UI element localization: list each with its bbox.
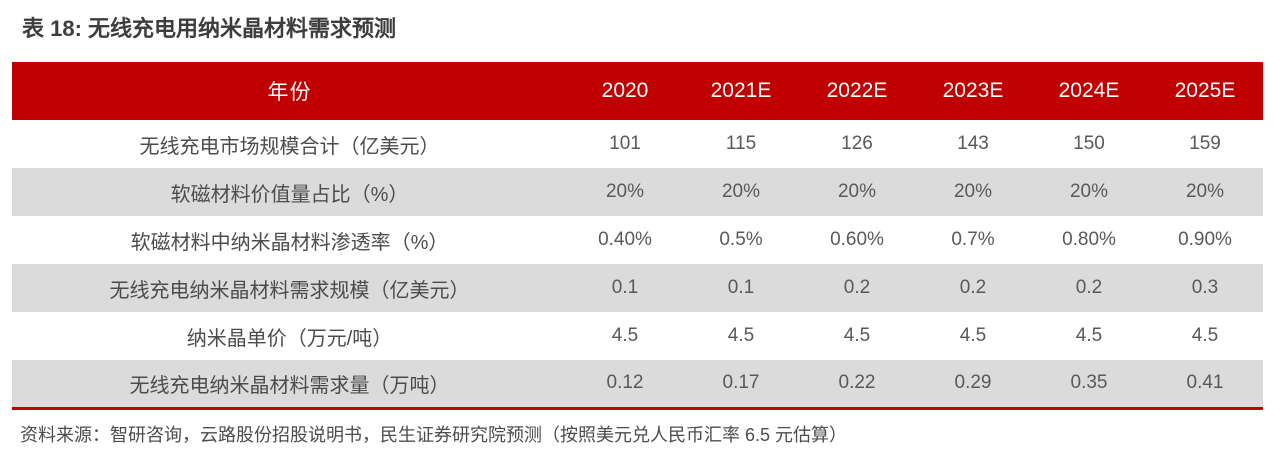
year-header: 2025E (1147, 62, 1263, 120)
value-cell: 0.22 (838, 372, 876, 394)
row-label: 无线充电市场规模合计（亿美元） (139, 135, 440, 158)
row-label: 软磁材料价值量占比（%） (170, 183, 409, 206)
value-cell: 4.5 (959, 325, 987, 346)
demand-forecast-table: 年份 2020 2021E 2022E 2023E 2024E 2025E 无线… (12, 62, 1263, 410)
value-cell: 0.29 (954, 372, 992, 394)
row-label: 无线充电纳米晶材料需求量（万吨） (129, 374, 450, 397)
value-cell: 0.12 (606, 372, 644, 394)
value-cell: 150 (1073, 133, 1105, 154)
value-cell: 20% (1185, 181, 1225, 202)
value-cell: 0.2 (1075, 277, 1103, 298)
value-cell: 0.7% (951, 229, 995, 250)
table-row: 软磁材料价值量占比（%） 20% 20% 20% 20% 20% 20% (12, 168, 1263, 216)
value-cell: 20% (721, 181, 761, 202)
value-cell: 0.2 (959, 277, 987, 298)
value-cell: 4.5 (727, 325, 755, 346)
value-cell: 4.5 (1075, 325, 1103, 346)
row-label: 无线充电纳米晶材料需求规模（亿美元） (109, 279, 470, 302)
table-header-row: 年份 2020 2021E 2022E 2023E 2024E 2025E (12, 62, 1263, 120)
value-cell: 20% (1069, 181, 1109, 202)
value-cell: 143 (957, 133, 989, 154)
value-cell: 115 (725, 133, 757, 154)
report-table-section: 表 18: 无线充电用纳米晶材料需求预测 年份 2020 2021E 2022E… (0, 13, 1274, 464)
value-cell: 159 (1189, 133, 1221, 154)
value-cell: 0.90% (1178, 229, 1232, 250)
table-body: 无线充电市场规模合计（亿美元） 101 115 126 143 150 159 软磁材料价值量… (12, 120, 1263, 408)
value-cell: 20% (605, 181, 645, 202)
table-title: 表 18: 无线充电用纳米晶材料需求预测 (22, 16, 397, 41)
value-cell: 101 (609, 133, 641, 154)
value-cell: 0.5% (719, 229, 763, 250)
value-cell: 4.5 (843, 325, 871, 346)
value-cell: 0.2 (843, 277, 871, 298)
row-label: 纳米晶单价（万元/吨） (186, 327, 393, 350)
value-cell: 0.60% (830, 229, 884, 250)
value-cell: 4.5 (1191, 325, 1219, 346)
value-cell: 0.1 (727, 277, 755, 298)
value-cell: 20% (953, 181, 993, 202)
value-cell: 20% (837, 181, 877, 202)
year-header: 2021E (683, 62, 799, 120)
table-row: 无线充电纳米晶材料需求规模（亿美元） 0.1 0.1 0.2 0.2 0.2 0.3 (12, 264, 1263, 312)
table-row: 无线充电市场规模合计（亿美元） 101 115 126 143 150 159 (12, 120, 1263, 168)
year-header: 2024E (1031, 62, 1147, 120)
value-cell: 0.41 (1186, 372, 1224, 394)
table-row: 软磁材料中纳米晶材料渗透率（%） 0.40% 0.5% 0.60% 0.7% 0.80% 0… (12, 216, 1263, 264)
value-cell: 0.80% (1062, 229, 1116, 250)
value-cell: 0.35 (1070, 372, 1108, 394)
value-cell: 126 (841, 133, 873, 154)
source-note: 资料来源：智研咨询，云路股份招股说明书，民生证券研究院预测（按照美元兑人民币汇率… (20, 424, 848, 445)
table-row: 纳米晶单价（万元/吨） 4.5 4.5 4.5 4.5 4.5 4.5 (12, 312, 1263, 360)
year-header: 2020 (567, 62, 683, 120)
row-label: 软磁材料中纳米晶材料渗透率（%） (130, 231, 449, 254)
year-column-header: 年份 (12, 62, 567, 120)
table-row: 无线充电纳米晶材料需求量（万吨） 0.12 0.17 0.22 0.29 0.35 0.41 (12, 360, 1263, 408)
value-cell: 0.1 (611, 277, 639, 298)
year-header: 2023E (915, 62, 1031, 120)
value-cell: 4.5 (611, 325, 639, 346)
value-cell: 0.40% (598, 229, 652, 250)
value-cell: 0.17 (722, 372, 760, 394)
year-header: 2022E (799, 62, 915, 120)
value-cell: 0.3 (1191, 277, 1219, 298)
